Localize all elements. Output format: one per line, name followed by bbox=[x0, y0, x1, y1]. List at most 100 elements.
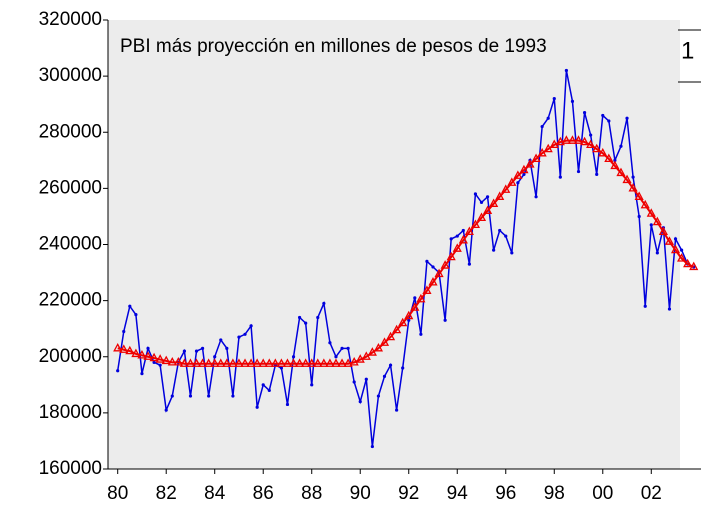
point bbox=[555, 136, 565, 146]
point bbox=[573, 135, 584, 144]
point bbox=[149, 352, 159, 362]
point bbox=[655, 251, 659, 255]
point bbox=[352, 380, 356, 384]
point bbox=[625, 116, 629, 120]
point bbox=[207, 394, 211, 398]
point bbox=[243, 332, 247, 336]
point bbox=[640, 199, 650, 209]
point bbox=[143, 351, 153, 360]
point bbox=[476, 212, 487, 221]
point bbox=[210, 358, 220, 367]
point bbox=[313, 358, 323, 367]
plot-area bbox=[108, 20, 680, 469]
point bbox=[689, 261, 699, 271]
annotation: 1 bbox=[681, 37, 694, 64]
point bbox=[131, 348, 141, 358]
point bbox=[264, 358, 274, 367]
point bbox=[328, 341, 332, 345]
point bbox=[200, 346, 205, 350]
point bbox=[164, 408, 168, 412]
point bbox=[367, 347, 377, 356]
point bbox=[361, 351, 371, 360]
point bbox=[249, 324, 253, 328]
point bbox=[382, 374, 387, 378]
y-tick-label: 260000 bbox=[39, 177, 102, 198]
point bbox=[446, 251, 456, 261]
point bbox=[337, 358, 347, 367]
point bbox=[216, 358, 226, 367]
point bbox=[134, 313, 138, 317]
point bbox=[479, 200, 484, 205]
point bbox=[425, 259, 429, 263]
point bbox=[167, 356, 177, 366]
point bbox=[595, 172, 599, 176]
point bbox=[182, 349, 186, 353]
point bbox=[628, 183, 638, 192]
point bbox=[582, 111, 587, 115]
point bbox=[464, 226, 474, 236]
point bbox=[404, 310, 414, 320]
point bbox=[431, 265, 435, 269]
point bbox=[204, 358, 214, 367]
chart-title: PBI más proyección en millones de pesos … bbox=[120, 36, 547, 57]
point bbox=[434, 268, 444, 278]
point bbox=[683, 258, 693, 268]
point bbox=[619, 144, 623, 148]
point bbox=[237, 335, 241, 339]
point bbox=[325, 358, 335, 367]
point bbox=[392, 324, 402, 334]
point bbox=[513, 170, 523, 179]
point bbox=[564, 68, 568, 73]
point bbox=[322, 301, 326, 306]
point bbox=[416, 293, 426, 303]
point bbox=[370, 444, 374, 449]
y-tick-label: 220000 bbox=[39, 290, 102, 311]
point bbox=[519, 164, 529, 174]
point bbox=[604, 153, 614, 163]
point bbox=[270, 358, 280, 367]
point bbox=[492, 248, 496, 252]
point bbox=[561, 135, 571, 144]
point bbox=[428, 277, 438, 286]
point bbox=[234, 358, 244, 367]
point bbox=[552, 96, 556, 101]
point bbox=[343, 358, 353, 367]
point bbox=[537, 147, 547, 157]
point bbox=[228, 358, 238, 367]
point bbox=[634, 191, 644, 200]
point bbox=[613, 158, 617, 162]
point bbox=[516, 181, 520, 185]
point bbox=[525, 159, 535, 168]
y-tick-label: 160000 bbox=[39, 458, 102, 479]
point bbox=[304, 321, 308, 325]
point bbox=[507, 177, 517, 186]
x-tick-label: 98 bbox=[544, 483, 565, 504]
point bbox=[546, 116, 550, 120]
point bbox=[658, 226, 668, 236]
point bbox=[455, 234, 459, 238]
point bbox=[191, 358, 202, 367]
point bbox=[601, 113, 605, 118]
point bbox=[398, 317, 408, 327]
y-tick-label: 280000 bbox=[39, 121, 102, 142]
point bbox=[255, 405, 259, 409]
point bbox=[646, 208, 656, 217]
point bbox=[246, 358, 256, 367]
point bbox=[549, 139, 559, 149]
x-tick-label: 02 bbox=[641, 483, 662, 504]
point bbox=[531, 153, 541, 163]
point bbox=[567, 135, 578, 144]
point bbox=[373, 342, 384, 352]
series-line bbox=[117, 139, 695, 365]
point bbox=[540, 125, 544, 129]
point bbox=[258, 358, 268, 367]
point bbox=[422, 285, 432, 294]
point bbox=[140, 371, 144, 376]
point bbox=[470, 219, 481, 229]
point bbox=[179, 358, 189, 367]
point bbox=[452, 243, 462, 252]
point bbox=[413, 296, 417, 300]
point bbox=[295, 358, 305, 367]
point bbox=[291, 355, 296, 359]
